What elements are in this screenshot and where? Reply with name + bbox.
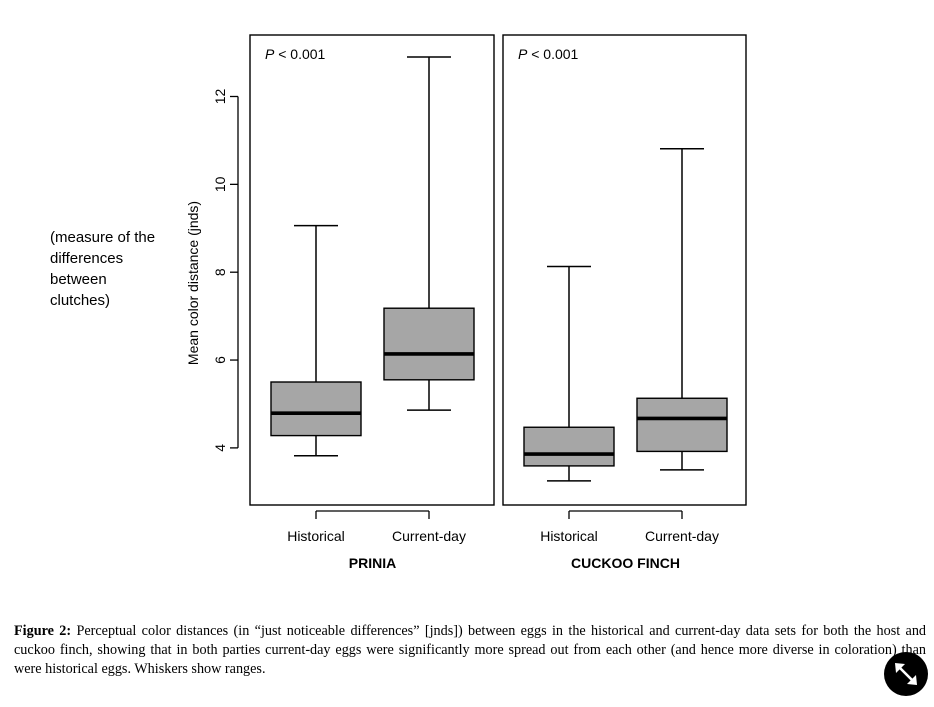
y-tick-label: 12 [212, 88, 228, 104]
figure-caption: Figure 2: Perceptual color distances (in… [14, 622, 926, 679]
group-label: CUCKOO FINCH [571, 555, 680, 571]
caption-label: Figure 2: [14, 623, 72, 639]
group-label: PRINIA [349, 555, 396, 571]
y-tick-label: 8 [212, 268, 228, 276]
expand-button[interactable] [884, 652, 928, 696]
iqr-box [270, 381, 362, 437]
x-tick-label: Historical [287, 528, 345, 544]
panel-frame [249, 34, 495, 506]
x-tick-label: Historical [540, 528, 598, 544]
y-axis-label: Mean color distance (jnds) [185, 201, 201, 365]
side-note-line: (measure of the [50, 229, 156, 246]
iqr-box [383, 307, 475, 381]
caption-text: Perceptual color distances (in “just not… [14, 623, 927, 677]
panel-frame [502, 34, 747, 506]
y-tick-label: 6 [212, 356, 228, 364]
expand-arrows-icon [895, 663, 917, 685]
boxplot-figure: 4 6 8 10 12 Mean color distance (jnds) P < 0… [185, 34, 747, 571]
panel-prinia: P < 0.001 Historical Current-day PRINIA [249, 34, 495, 571]
side-note-line: clutches) [50, 292, 111, 309]
side-note-line: differences [50, 250, 124, 267]
x-tick-label: Current-day [645, 528, 719, 544]
y-tick-label: 4 [212, 444, 228, 452]
iqr-box [636, 397, 728, 453]
side-note: (measure of the differences between clut… [50, 227, 178, 311]
panel-cuckoo-finch: P < 0.001 Historical Current-day CUCKOO FIN… [502, 34, 747, 571]
y-tick-label: 10 [212, 176, 228, 192]
p-value-label: P < 0.001 [265, 46, 326, 62]
x-tick-label: Current-day [392, 528, 466, 544]
side-note-line: between [50, 271, 107, 288]
iqr-box [523, 426, 615, 467]
y-axis: 4 6 8 10 12 [212, 88, 239, 452]
p-value-label: P < 0.001 [518, 46, 579, 62]
